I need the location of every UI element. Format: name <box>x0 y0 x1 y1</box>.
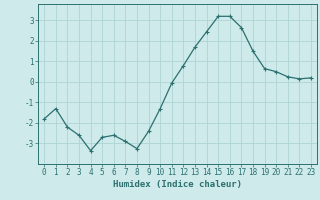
X-axis label: Humidex (Indice chaleur): Humidex (Indice chaleur) <box>113 180 242 189</box>
